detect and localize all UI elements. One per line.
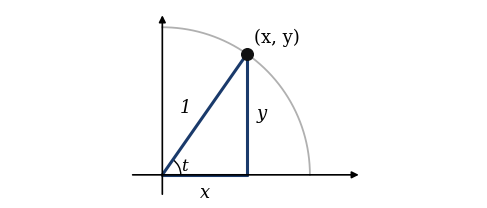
Text: 1: 1 (180, 99, 191, 118)
Point (243, 52, 251, 56)
Text: t: t (181, 158, 188, 175)
Text: (x, y): (x, y) (254, 28, 300, 47)
Text: x: x (200, 183, 210, 202)
Text: y: y (257, 105, 267, 123)
